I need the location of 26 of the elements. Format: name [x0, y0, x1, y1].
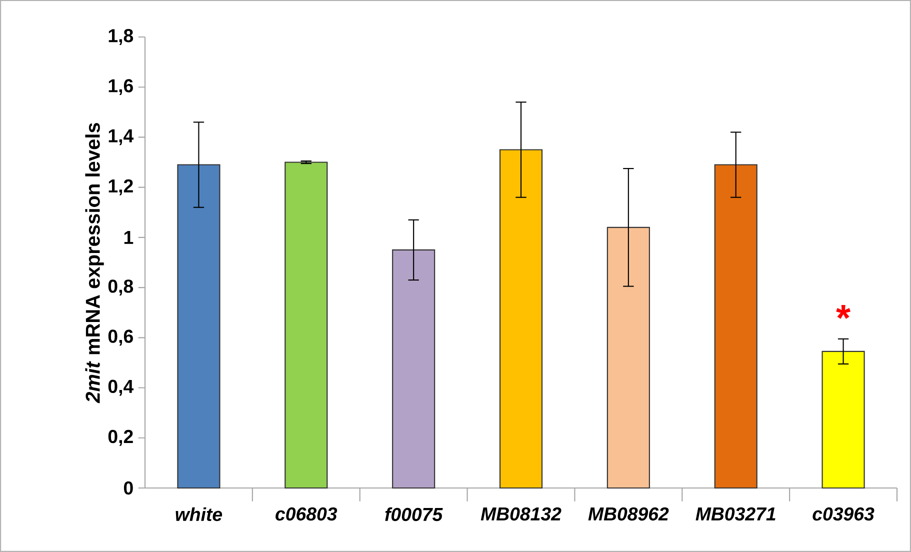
bar [822, 350, 865, 489]
y-tick-label: 0 [124, 481, 133, 495]
x-tick-label: c03963 [812, 507, 874, 521]
bar [392, 249, 436, 489]
x-tick-label: MB08132 [480, 507, 562, 521]
x-tick-label: MB03271 [696, 507, 776, 521]
y-tick-label: 0,2 [108, 430, 133, 446]
x-tick-label: f00075 [385, 507, 443, 522]
y-tick-label: 1,2 [108, 179, 133, 196]
y-tick-label: 0,6 [108, 330, 133, 346]
x-tick-label: MB08962 [588, 507, 669, 521]
x-tick-label: c06803 [276, 507, 338, 521]
bar [177, 164, 220, 489]
y-tick-label: 0,4 [108, 380, 134, 396]
bar [714, 164, 758, 489]
annotation: * [836, 304, 851, 319]
bar [284, 162, 328, 489]
y-tick-label: 1,4 [108, 129, 134, 146]
y-tick-label: 1,8 [108, 29, 134, 45]
bar [499, 149, 543, 489]
y-tick-label: 1 [124, 231, 134, 244]
x-tick-label: white [176, 507, 222, 522]
bar [606, 226, 650, 489]
y-tick-label: 1,6 [108, 79, 133, 96]
y-axis-title: 2mit mRNA expression levels [85, 122, 104, 404]
y-tick-label: 0,8 [108, 280, 134, 296]
